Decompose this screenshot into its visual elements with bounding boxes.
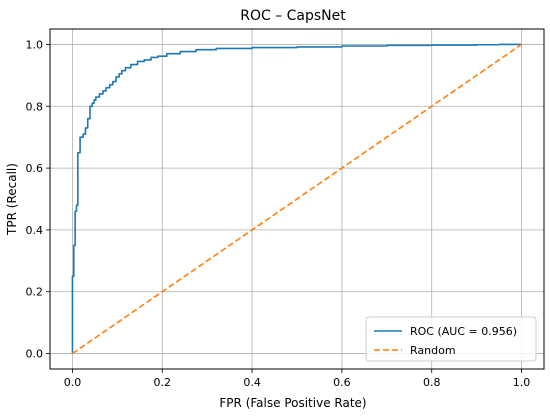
x-tick-label: 0.4 [243,376,261,389]
x-tick-label: 1.0 [513,376,531,389]
roc-curve-line [71,43,522,354]
legend: ROC (AUC = 0.956) Random [365,316,537,362]
x-tick-label: 0.6 [333,376,351,389]
y-tick-label: 0.8 [26,100,44,113]
y-tick-label: 1.0 [26,38,44,51]
y-tick-label: 0.0 [26,348,44,361]
plot-frame [49,28,545,370]
x-tick-label: 0.8 [423,376,441,389]
random-baseline-line [71,43,523,355]
chart-title: ROC – CapsNet [240,8,346,24]
y-tick-label: 0.4 [26,224,44,237]
x-tick-label: 0.2 [154,376,172,389]
legend-label: Random [410,344,456,357]
x-axis-label: FPR (False Positive Rate) [219,396,366,410]
y-axis-label: TPR (Recall) [5,163,19,236]
axis-ticks: 0.0 0.2 0.4 0.6 0.8 1.0 0.0 0.2 0.4 0.6 0.8 1.0 [26,38,531,389]
legend-box [365,316,537,362]
y-tick-label: 0.6 [26,162,44,175]
x-tick-label: 0.0 [64,376,82,389]
series-layer [71,43,523,355]
grid-lines [50,29,544,369]
legend-label: ROC (AUC = 0.956) [410,325,517,338]
y-tick-label: 0.2 [26,286,44,299]
